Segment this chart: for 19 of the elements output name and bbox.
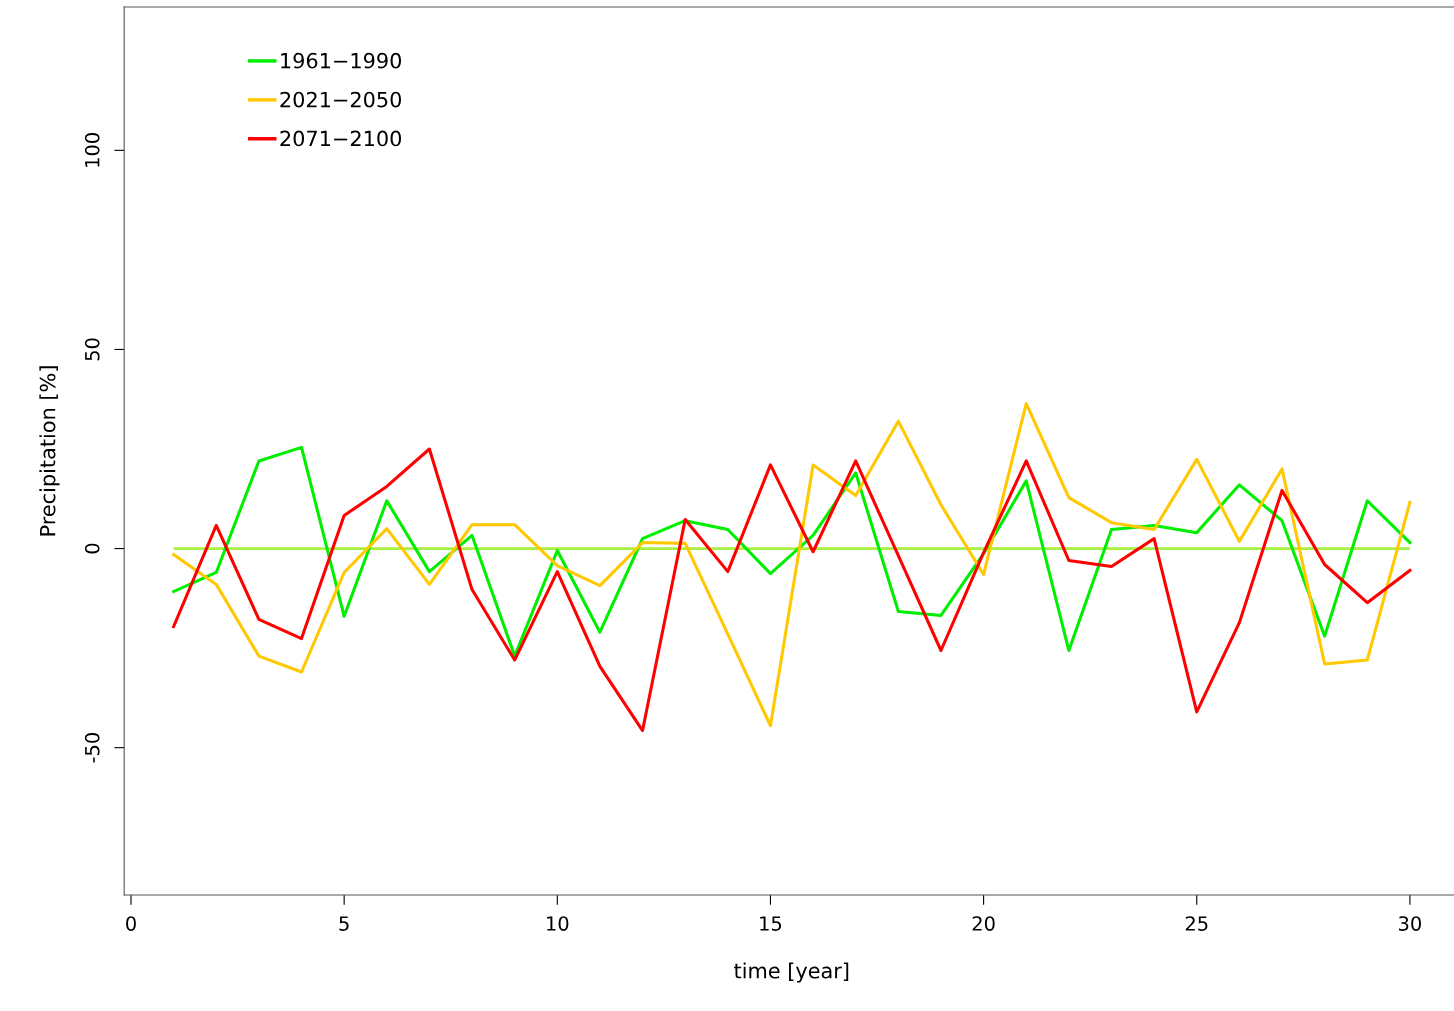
x-tick-label: 0 [126, 916, 136, 931]
line-series [172, 402, 1412, 728]
legend-label: 2021−2050 [280, 91, 402, 108]
x-tick-label: 5 [339, 916, 349, 931]
legend-label: 1961−1990 [281, 52, 402, 69]
x-tick-label: 15 [760, 916, 782, 931]
y-tick-label: 0 [84, 543, 100, 554]
x-tick-label: 30 [1399, 916, 1421, 931]
x-tick-label: 25 [1185, 916, 1208, 931]
x-tick-label: 10 [547, 916, 569, 931]
line-series [172, 445, 1412, 658]
y-tick-label: 100 [84, 133, 100, 167]
y-axis-title: Precipitation [%] [39, 366, 60, 536]
y-tick-label: 50 [84, 338, 100, 361]
x-axis-title: time [year] [734, 962, 849, 983]
line-series [172, 447, 1412, 733]
y-tick-label: -50 [84, 733, 100, 763]
x-tick-label: 20 [972, 916, 995, 931]
legend-label: 2071−2100 [280, 130, 402, 147]
